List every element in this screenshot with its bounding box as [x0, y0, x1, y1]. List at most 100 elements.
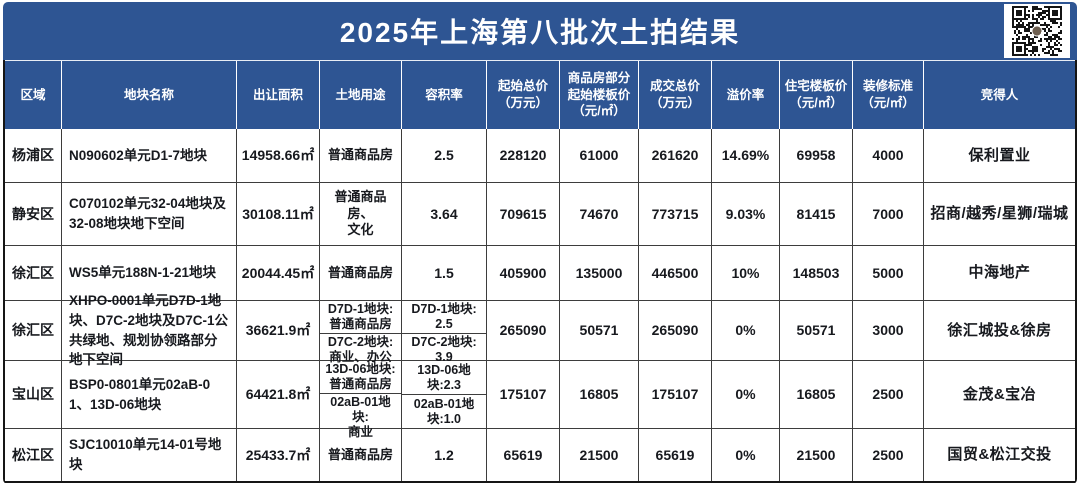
- cell-deco-standard: 4000: [853, 129, 924, 183]
- cell-start-floor-price: 135000: [560, 246, 639, 301]
- cell-premium: 9.03%: [712, 183, 780, 246]
- cell-land-use: 普通商品房、 文化: [320, 183, 402, 246]
- cell-plot-ratio: 1.5: [402, 246, 487, 301]
- table-row: 徐汇区 XHPO-0001单元D7D-1地块、D7C-2地块及D7C-1公共绿地…: [5, 293, 1075, 367]
- cell-land-use-sub: 13D-06地块: 普通商品房: [320, 361, 401, 394]
- qr-code-svg: [1012, 6, 1062, 56]
- cell-winner: 国贸&松江交投: [947, 446, 1052, 464]
- cell-deco-standard: 5000: [853, 246, 924, 301]
- cell-region: 松江区: [5, 429, 62, 481]
- header-plot-name: 地块名称: [62, 61, 237, 129]
- cell-plot-ratio: 13D-06地块:2.3 02aB-01地块:1.0: [402, 361, 487, 429]
- cell-area: 14958.66㎡: [237, 129, 320, 183]
- cell-land-use-sub: D7C-2地块: 商业、办公: [327, 335, 394, 364]
- cell-winner: 保利置业: [924, 129, 1075, 183]
- cell-region: 静安区: [5, 183, 62, 246]
- cell-area: 64421.8㎡: [237, 361, 320, 429]
- cell-region: 徐汇区: [5, 246, 62, 301]
- cell-res-floor-price: 81415: [780, 183, 853, 246]
- cell-plot-ratio-sub: 02aB-01地块:1.0: [413, 396, 475, 426]
- cell-plot-ratio-sub: D7C-2地块: 3.9: [411, 335, 477, 364]
- table-row: 松江区 SJC10010单元14-01号地块 25433.7㎡ 普通商品房 1.…: [5, 429, 1075, 481]
- cell-premium: 0%: [712, 301, 780, 361]
- cell-area: 36621.9㎡: [237, 301, 320, 361]
- cell-plot-name: SJC10010单元14-01号地块: [62, 429, 237, 481]
- cell-deco-standard: 2500: [853, 361, 924, 429]
- header-start-price: 起始总价 （万元）: [487, 61, 560, 129]
- cell-start-floor-price: 21500: [560, 429, 639, 481]
- cell-deco-standard: 3000: [853, 301, 924, 361]
- cell-premium: 14.69%: [712, 129, 780, 183]
- cell-plot-ratio-sub: 13D-06地块:2.3: [402, 361, 486, 395]
- cell-start-floor-price: 16805: [560, 361, 639, 429]
- cell-plot-ratio: 1.2: [402, 429, 487, 481]
- cell-start-price: 228120: [487, 129, 560, 183]
- cell-deal-price: 265090: [639, 301, 712, 361]
- cell-res-floor-price: 50571: [780, 301, 853, 361]
- table-row: 静安区 C070102单元32-04地块及32-08地块地下空间 30108.1…: [5, 183, 1075, 246]
- cell-plot-ratio-sub: D7D-1地块: 2.5: [402, 301, 486, 334]
- cell-land-use: 13D-06地块: 普通商品房 02aB-01地块: 商业: [320, 361, 402, 439]
- header-region: 区域: [5, 61, 62, 129]
- header-winner: 竞得人: [980, 87, 1019, 102]
- header-start-floor-price: 商品房部分起始楼板价（元/㎡）: [560, 61, 639, 129]
- cell-deal-price: 773715: [639, 183, 712, 246]
- cell-deal-price: 65619: [639, 429, 712, 481]
- header-plot-ratio: 容积率: [402, 61, 487, 129]
- table-row: 杨浦区 N090602单元D1-7地块 14958.66㎡ 普通商品房 2.5 …: [5, 129, 1075, 183]
- cell-premium: 0%: [712, 429, 780, 481]
- cell-deal-price: 175107: [639, 361, 712, 429]
- cell-res-floor-price: 69958: [780, 129, 853, 183]
- cell-region: 杨浦区: [5, 129, 62, 183]
- cell-start-price: 65619: [487, 429, 560, 481]
- cell-plot-name: XHPO-0001单元D7D-1地块、D7C-2地块及D7C-1公共绿地、规划协…: [62, 293, 237, 367]
- cell-winner: 金茂&宝冶: [924, 361, 1075, 429]
- cell-area: 20044.45㎡: [237, 246, 320, 301]
- auction-table: 区域 地块名称 出让面积 土地用途 容积率 起始总价 （万元） 商品房部分起始楼…: [3, 60, 1077, 483]
- cell-land-use: 普通商品房: [320, 129, 402, 183]
- cell-start-floor-price: 74670: [560, 183, 639, 246]
- cell-premium: 0%: [712, 361, 780, 429]
- header-premium: 溢价率: [712, 61, 780, 129]
- cell-start-floor-price: 61000: [560, 129, 639, 183]
- cell-land-use: 普通商品房: [320, 429, 402, 481]
- header-deco-standard: 装修标准 （元/㎡）: [853, 61, 924, 129]
- table-header-row: 区域 地块名称 出让面积 土地用途 容积率 起始总价 （万元） 商品房部分起始楼…: [5, 60, 1075, 129]
- table-row: 徐汇区 WS5单元188N-1-21地块 20044.45㎡ 普通商品房 1.5…: [5, 246, 1075, 301]
- cell-plot-ratio: 2.5: [402, 129, 487, 183]
- cell-plot-name: WS5单元188N-1-21地块: [62, 246, 237, 301]
- header-res-floor-price: 住宅楼板价 （元/㎡）: [780, 61, 853, 129]
- results-card: 2025年上海第八批次土拍结果 区域 地块名称 出让面积 土地用途 容积率 起始…: [3, 2, 1077, 483]
- header-area: 出让面积: [237, 61, 320, 129]
- cell-deal-price: 446500: [639, 246, 712, 301]
- cell-land-use-sub: D7D-1地块: 普通商品房: [320, 301, 401, 334]
- cell-start-price: 175107: [487, 361, 560, 429]
- cell-winner: 中海地产: [924, 246, 1075, 301]
- cell-winner: 徐汇城投&徐房: [924, 301, 1075, 361]
- cell-region: 宝山区: [5, 361, 62, 429]
- cell-land-use: 普通商品房: [320, 246, 402, 301]
- cell-start-price: 265090: [487, 301, 560, 361]
- page-title: 2025年上海第八批次土拍结果: [339, 17, 741, 48]
- title-banner: 2025年上海第八批次土拍结果: [3, 2, 1077, 60]
- table-row: 宝山区 BSP0-0801单元02aB-01、13D-06地块 64421.8㎡…: [5, 361, 1075, 439]
- cell-plot-name: C070102单元32-04地块及32-08地块地下空间: [62, 183, 237, 246]
- cell-area: 30108.11㎡: [237, 183, 320, 246]
- cell-start-floor-price: 50571: [560, 301, 639, 361]
- cell-res-floor-price: 16805: [780, 361, 853, 429]
- cell-premium: 10%: [712, 246, 780, 301]
- cell-area: 25433.7㎡: [237, 429, 320, 481]
- cell-plot-name: N090602单元D1-7地块: [62, 129, 237, 183]
- header-land-use: 土地用途: [320, 61, 402, 129]
- qr-code: [1004, 4, 1070, 58]
- cell-res-floor-price: 148503: [780, 246, 853, 301]
- cell-region: 徐汇区: [5, 301, 62, 361]
- cell-land-use: D7D-1地块: 普通商品房 D7C-2地块: 商业、办公: [320, 301, 402, 364]
- cell-start-price: 709615: [487, 183, 560, 246]
- cell-deco-standard: 2500: [853, 429, 924, 481]
- cell-deco-standard: 7000: [853, 183, 924, 246]
- cell-plot-ratio: 3.64: [402, 183, 487, 246]
- cell-plot-ratio: D7D-1地块: 2.5 D7C-2地块: 3.9: [402, 301, 487, 364]
- cell-plot-name: BSP0-0801单元02aB-01、13D-06地块: [62, 361, 237, 429]
- cell-land-use-sub: 02aB-01地块: 商业: [330, 395, 391, 439]
